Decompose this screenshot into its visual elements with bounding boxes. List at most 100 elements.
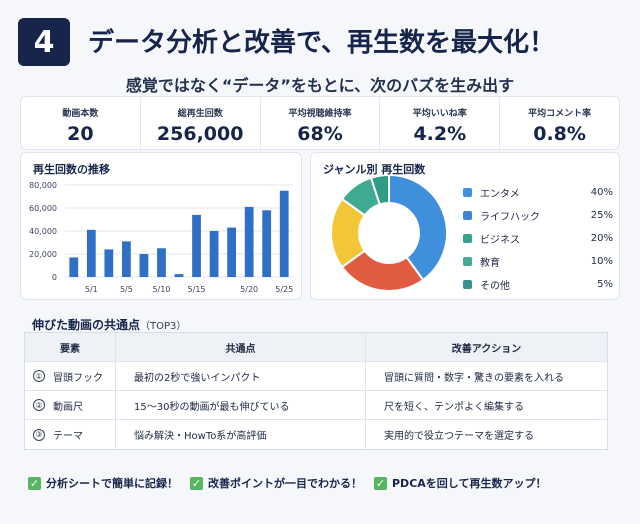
legend-item: エンタメ 40%	[463, 181, 613, 204]
element-text: 冒頭フック	[53, 372, 103, 384]
action-cell: 冒頭に質問・数字・驚きの要素を入れる	[384, 372, 564, 384]
genre-legend: エンタメ 40% ライフハック 25% ビジネス 20% 教育 10% その他 5%	[463, 181, 613, 296]
bar	[86, 229, 96, 277]
checklist-item: ✓ 分析シートで簡単に記録！	[28, 475, 178, 491]
common-points-heading: 伸びた動画の共通点	[32, 318, 141, 332]
bar	[104, 249, 114, 277]
header-element: 要素	[25, 333, 116, 361]
legend-swatch	[463, 257, 472, 266]
action-cell: 尺を短く、テンポよく編集する	[384, 401, 524, 413]
checklist-item: ✓ 改善ポイントが一目でわかる！	[190, 475, 362, 491]
benefit-checklist: ✓ 分析シートで簡単に記録！ ✓ 改善ポイントが一目でわかる！ ✓ PDCAを回して再…	[28, 475, 618, 491]
legend-name: エンタメ	[480, 189, 520, 200]
x-tick-label: 5/5	[120, 285, 133, 294]
x-tick-label: 5/1	[85, 285, 98, 294]
y-tick-label: 0	[52, 273, 57, 282]
bar	[157, 248, 166, 277]
kpi-value: 20	[67, 123, 94, 145]
legend-item: その他 5%	[463, 273, 613, 296]
point-cell: 悩み解決・HowTo系が高評価	[116, 420, 366, 449]
check-label: 分析シートで簡単に記録！	[46, 477, 178, 490]
y-tick-label: 60,000	[29, 204, 57, 213]
genre-views-panel: ジャンル別 再生回数 エンタメ 40% ライフハック 25% ビジネス 20% 教育 1…	[310, 152, 620, 300]
legend-item: 教育 10%	[463, 250, 613, 273]
check-icon: ✓	[28, 476, 41, 490]
check-label: PDCAを回して再生数アップ！	[392, 477, 547, 490]
bar	[262, 210, 272, 277]
bar	[279, 190, 289, 277]
bar	[69, 257, 79, 277]
views-trend-title: 再生回数の推移	[33, 163, 110, 176]
header: 4 データ分析と改善で、再生数を最大化！ 感覚ではなく“データ”をもとに、次のバ…	[18, 18, 622, 95]
common-points-table: 要素 共通点 改善アクション ① 冒頭フック 最初の2秒で強いインパクト 冒頭に質…	[24, 332, 608, 450]
x-tick-label: 5/10	[152, 285, 170, 294]
genre-donut-chart	[330, 173, 448, 292]
legend-percentage: 5%	[597, 279, 613, 290]
legend-percentage: 40%	[590, 187, 613, 198]
element-cell: ② 動画尺	[25, 391, 116, 419]
legend-swatch	[463, 211, 472, 220]
header-point: 共通点	[116, 333, 366, 361]
genre-views-title: ジャンル別 再生回数	[323, 163, 426, 176]
kpi-label: 動画本数	[62, 109, 99, 119]
legend-swatch	[463, 234, 472, 243]
kpi-label: 平均視聴維持率	[288, 109, 352, 119]
check-icon: ✓	[190, 476, 203, 490]
legend-swatch	[463, 188, 472, 197]
table-row: ③ テーマ 悩み解決・HowTo系が高評価 実用的で役立つテーマを選定する	[25, 420, 607, 449]
legend-name: その他	[480, 281, 510, 292]
header-action: 改善アクション	[451, 343, 522, 355]
kpi-summary: 動画本数 20 総再生回数 256,000 平均視聴維持率 68% 平均いいね率 4.2…	[20, 96, 620, 150]
rank-one-mark: ①	[33, 370, 45, 382]
kpi-label: 総再生回数	[177, 109, 223, 119]
point-cell: 15〜30秒の動画が最も伸びている	[116, 391, 366, 419]
rank-three-mark: ③	[33, 428, 45, 441]
kpi-label: 平均いいね率	[412, 109, 467, 119]
kpi-label: 平均コメント率	[528, 109, 592, 119]
y-tick-label: 20,000	[29, 250, 57, 259]
kpi-value: 0.8%	[533, 123, 586, 145]
kpi-value: 256,000	[156, 123, 244, 145]
legend-name: ライフハック	[480, 212, 540, 223]
legend-name: 教育	[480, 258, 500, 269]
kpi-total-views: 総再生回数 256,000	[141, 97, 261, 149]
views-trend-panel: 0 20,000 40,000 60,000 80,000 5/1 5/5 5/10 5/15 5…	[20, 152, 302, 300]
legend-item: ビジネス 20%	[463, 227, 613, 250]
x-tick-label: 5/15	[188, 285, 206, 294]
table-row: ① 冒頭フック 最初の2秒で強いインパクト 冒頭に質問・数字・驚きの要素を入れる	[25, 362, 607, 391]
element-cell: ③ テーマ	[25, 420, 116, 449]
kpi-retention: 平均視聴維持率 68%	[261, 97, 381, 149]
kpi-like-rate: 平均いいね率 4.2%	[380, 97, 501, 149]
views-trend-chart: 0 20,000 40,000 60,000 80,000 5/1 5/5 5/10 5/15 5…	[29, 181, 293, 294]
kpi-value: 68%	[297, 123, 343, 145]
bar	[192, 214, 201, 277]
kpi-video-count: 動画本数 20	[21, 97, 141, 149]
bar	[174, 274, 184, 277]
donut-slice	[388, 173, 448, 282]
bar	[122, 241, 131, 277]
legend-swatch	[463, 280, 472, 289]
point-cell: 最初の2秒で強いインパクト	[116, 362, 366, 390]
x-tick-label: 5/20	[240, 285, 258, 294]
page-title: データ分析と改善で、再生数を最大化！	[88, 28, 555, 58]
kpi-comment-rate: 平均コメント率 0.8%	[500, 97, 619, 149]
x-tick-label: 5/25	[275, 285, 293, 294]
element-cell: ① 冒頭フック	[25, 362, 116, 390]
section-number-badge: 4	[18, 18, 70, 66]
bar	[227, 227, 236, 277]
check-label: 改善ポイントが一目でわかる！	[208, 477, 362, 490]
check-icon: ✓	[374, 476, 387, 490]
page-subtitle: 感覚ではなく“データ”をもとに、次のバズを生み出す	[125, 76, 515, 95]
table-row: ② 動画尺 15〜30秒の動画が最も伸びている 尺を短く、テンポよく編集する	[25, 391, 607, 420]
bar	[209, 231, 219, 277]
checklist-item: ✓ PDCAを回して再生数アップ！	[374, 475, 546, 491]
legend-name: ビジネス	[480, 235, 520, 246]
table-header-row: 要素 共通点 改善アクション	[25, 333, 607, 362]
legend-percentage: 10%	[590, 256, 613, 267]
rank-two-mark: ②	[33, 399, 45, 411]
element-text: 動画尺	[53, 401, 83, 413]
bar	[139, 254, 149, 277]
action-cell: 実用的で役立つテーマを選定する	[384, 431, 534, 442]
y-tick-label: 80,000	[29, 181, 57, 190]
donut-slice	[369, 173, 390, 206]
